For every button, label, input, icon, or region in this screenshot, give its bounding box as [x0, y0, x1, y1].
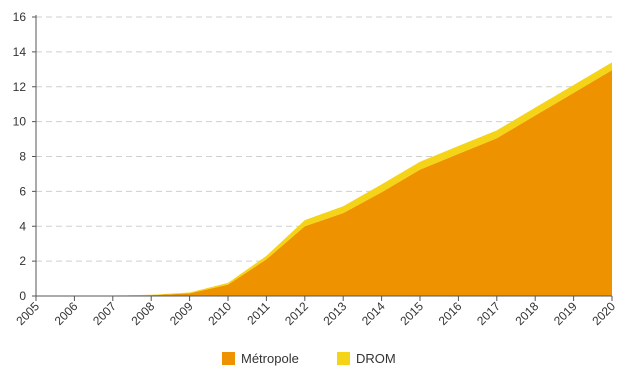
- area-series: [36, 62, 612, 297]
- axes: [32, 15, 613, 301]
- x-tick-label-2007: 2007: [90, 299, 119, 328]
- area-m-tropole: [36, 70, 612, 297]
- x-tick-label-2020: 2020: [589, 299, 618, 328]
- x-tick-label-2012: 2012: [282, 299, 311, 328]
- legend-swatch-m-tropole: [222, 352, 235, 365]
- x-tick-label-2009: 2009: [167, 299, 196, 328]
- x-tick-label-2015: 2015: [397, 299, 426, 328]
- legend-label-m-tropole: Métropole: [241, 351, 299, 366]
- y-tick-label-0: 0: [19, 289, 26, 303]
- y-tick-label-2: 2: [19, 254, 26, 268]
- x-tick-label-2011: 2011: [244, 299, 272, 327]
- x-tick-label-2017: 2017: [474, 299, 503, 328]
- x-tick-label-2016: 2016: [436, 299, 465, 328]
- x-tick-label-2014: 2014: [359, 299, 388, 328]
- y-tick-label-4: 4: [19, 219, 26, 233]
- y-tick-label-10: 10: [13, 115, 27, 129]
- x-tick-label-2018: 2018: [513, 299, 542, 328]
- x-tick-label-2010: 2010: [205, 299, 234, 328]
- legend-swatch-drom: [337, 352, 350, 365]
- x-tick-labels: 2005 2006 2007 2008 2009 2010 2011 2012 2013 2014…: [13, 299, 618, 328]
- legend-label-drom: DROM: [356, 351, 396, 366]
- y-tick-labels: 0 2 4 6 8 10 12 14 16: [13, 10, 27, 303]
- y-tick-label-6: 6: [19, 184, 26, 198]
- y-tick-label-14: 14: [13, 45, 27, 59]
- x-tick-label-2013: 2013: [321, 299, 350, 328]
- y-tick-label-12: 12: [13, 80, 27, 94]
- x-tick-label-2005: 2005: [13, 299, 42, 328]
- x-tick-label-2019: 2019: [551, 299, 580, 328]
- y-tick-label-16: 16: [13, 10, 27, 24]
- x-tick-label-2006: 2006: [52, 299, 81, 328]
- y-tick-label-8: 8: [19, 150, 26, 164]
- x-tick-label-2008: 2008: [129, 299, 158, 328]
- legend: Métropole DROM: [222, 351, 396, 366]
